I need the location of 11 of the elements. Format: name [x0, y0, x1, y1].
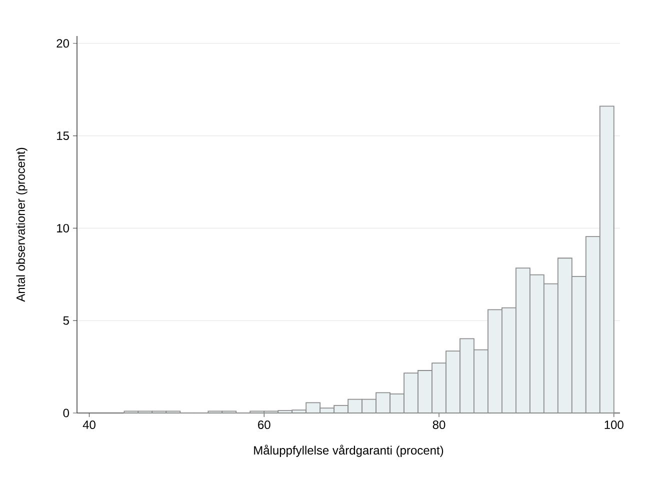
- x-tick-label: 60: [258, 420, 270, 430]
- x-tick-label: 40: [82, 420, 96, 430]
- y-tick-label: 20: [56, 39, 70, 48]
- x-axis-title: Måluppfyllelse vårdgaranti (procent): [254, 444, 444, 457]
- y-axis-title: Antal observationer (procent): [16, 148, 28, 302]
- y-tick-label: 0: [63, 408, 70, 418]
- y-tick-label: 10: [57, 224, 70, 232]
- y-tick-label: 15: [57, 132, 69, 140]
- y-tick-label: 5: [63, 316, 69, 325]
- x-tick-label: 100: [604, 420, 624, 430]
- x-tick-label: 80: [432, 420, 446, 430]
